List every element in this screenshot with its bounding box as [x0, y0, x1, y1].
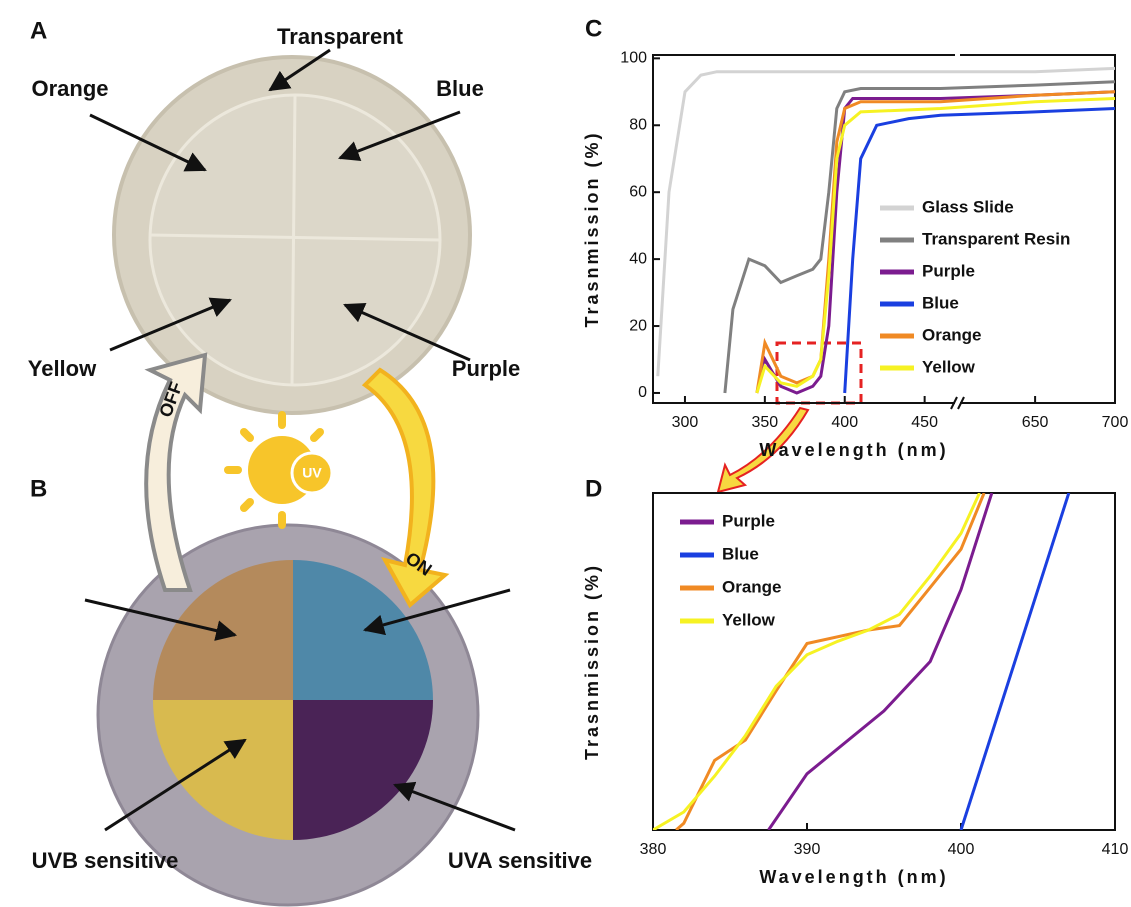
- panel-label: D: [585, 475, 602, 502]
- photo-label: Transparent: [277, 24, 404, 49]
- y-tick-label: 60: [629, 183, 647, 200]
- legend-label: Purple: [722, 511, 775, 530]
- photo-label: Purple: [452, 356, 520, 381]
- panel-label: A: [30, 17, 47, 44]
- photo-label: Yellow: [28, 356, 97, 381]
- legend-label: Yellow: [722, 610, 776, 629]
- x-axis-label: Wavelength (nm): [759, 867, 948, 887]
- photo-label: Orange: [31, 76, 108, 101]
- x-tick-label: 380: [640, 841, 667, 858]
- legend-label: Purple: [922, 261, 975, 280]
- y-tick-label: 0: [638, 384, 647, 401]
- photo-label: Blue: [436, 76, 484, 101]
- y-tick-label: 100: [620, 50, 647, 67]
- y-tick-label: 80: [629, 116, 647, 133]
- legend-label: Transparent Resin: [922, 229, 1070, 248]
- x-tick-label: 300: [672, 414, 699, 431]
- series-line: [658, 68, 1115, 376]
- axis-break: [955, 47, 960, 63]
- y-tick-label: 40: [629, 250, 647, 267]
- y-tick-label: 20: [629, 317, 647, 334]
- figure: A B Transparent Orange Blue Yellow Purpl…: [0, 0, 1131, 907]
- x-tick-label: 400: [948, 841, 975, 858]
- x-tick-label: 410: [1102, 841, 1129, 858]
- legend-label: Orange: [722, 577, 782, 596]
- x-tick-label: 400: [831, 414, 858, 431]
- x-tick-label: 450: [911, 414, 938, 431]
- legend-label: Blue: [922, 293, 959, 312]
- uv-label: UV: [302, 465, 322, 481]
- x-tick-label: 350: [752, 414, 779, 431]
- y-axis-label: Trasnmission (%): [582, 563, 602, 760]
- legend-label: Glass Slide: [922, 197, 1014, 216]
- legend-label: Yellow: [922, 357, 976, 376]
- legend-label: Orange: [922, 325, 982, 344]
- x-axis-label: Wavelength (nm): [759, 440, 948, 460]
- panel-label: B: [30, 475, 47, 502]
- series-line: [845, 109, 1115, 394]
- panel-label: C: [585, 15, 602, 42]
- x-tick-label: 390: [794, 841, 821, 858]
- legend-label: Blue: [722, 544, 759, 563]
- x-tick-label: 700: [1102, 414, 1129, 431]
- y-axis-label: Trasnmission (%): [582, 130, 602, 327]
- x-tick-label: 650: [1022, 414, 1049, 431]
- photo-label: UVB sensitive: [32, 848, 179, 873]
- photo-label: UVA sensitive: [448, 848, 592, 873]
